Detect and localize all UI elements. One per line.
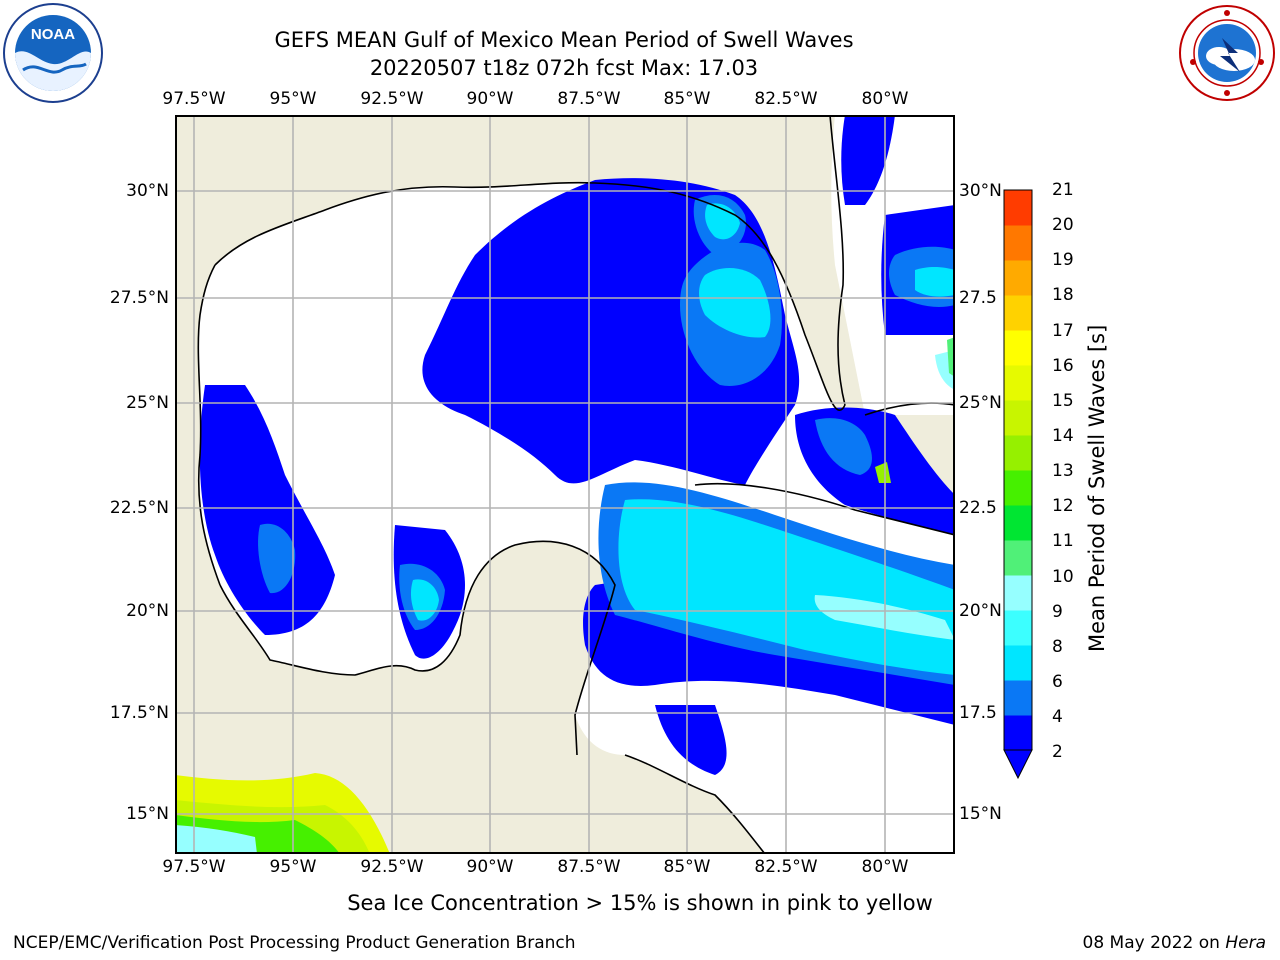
colorbar-segment xyxy=(1004,610,1032,646)
colorbar-tick: 15 xyxy=(1052,391,1074,411)
colorbar-tick: 8 xyxy=(1052,637,1063,657)
swell-6-8 xyxy=(699,268,771,338)
lat-tick-left: 22.5°N xyxy=(109,498,169,518)
colorbar-tick: 18 xyxy=(1052,285,1074,305)
colorbar-segment xyxy=(1004,260,1032,296)
chart-subtitle: 20220507 t18z 072h fcst Max: 17.03 xyxy=(369,56,759,80)
lat-tick-left: 27.5°N xyxy=(109,288,169,308)
colorbar-segment xyxy=(1004,715,1032,751)
lat-tick-right: 15°N xyxy=(959,804,1002,824)
swell-4-6-west xyxy=(258,523,296,594)
lat-tick-left: 30°N xyxy=(126,181,169,201)
colorbar-segment xyxy=(1004,540,1032,576)
colorbar-label: Mean Period of Swell Waves [s] xyxy=(1085,324,1109,652)
lat-tick-right: 22.5 xyxy=(959,498,997,518)
map-frame xyxy=(175,115,955,854)
colorbar-segment xyxy=(1004,470,1032,506)
swell-2-4 xyxy=(422,178,800,485)
lon-tick-top: 82.5°W xyxy=(754,89,818,109)
swell-2-4-honduras xyxy=(655,705,727,775)
footer-date-text: 08 May 2022 on xyxy=(1082,933,1226,953)
coastlines xyxy=(197,115,955,854)
colorbar-tick: 19 xyxy=(1052,250,1074,270)
lon-tick-top: 90°W xyxy=(466,89,514,109)
colorbar-tick: 17 xyxy=(1052,321,1074,341)
colorbar-tick: 9 xyxy=(1052,602,1063,622)
lon-tick-bottom: 95°W xyxy=(269,857,317,877)
swell-12-13 xyxy=(875,462,891,483)
swell-2-4-west xyxy=(199,385,335,635)
colorbar-frame xyxy=(1003,189,1033,751)
colorbar-tick: 4 xyxy=(1052,707,1063,727)
lon-tick-top: 85°W xyxy=(663,89,711,109)
colorbar-segment xyxy=(1004,505,1032,541)
lon-tick-bottom: 87.5°W xyxy=(557,857,621,877)
lon-tick-top: 87.5°W xyxy=(557,89,621,109)
lat-tick-left: 15°N xyxy=(126,804,169,824)
noaa-logo: NOAA xyxy=(3,3,103,103)
lon-tick-bottom: 80°W xyxy=(861,857,909,877)
lat-tick-right: 30°N xyxy=(959,181,1002,201)
colorbar-tick: 14 xyxy=(1052,426,1074,446)
colorbar-tick: 13 xyxy=(1052,461,1074,481)
colorbar-segment xyxy=(1004,680,1032,716)
colorbar-segment xyxy=(1004,365,1032,401)
lat-tick-right: 27.5 xyxy=(959,288,997,308)
sea-ice-note: Sea Ice Concentration > 15% is shown in … xyxy=(347,891,933,915)
swell-2-4-atlantic xyxy=(841,115,895,205)
lon-tick-bottom: 82.5°W xyxy=(754,857,818,877)
swell-4-6-strait xyxy=(815,418,872,475)
colorbar-tick: 6 xyxy=(1052,672,1063,692)
colorbar-segment xyxy=(1004,330,1032,366)
colorbar-segment xyxy=(1004,575,1032,611)
footer-date: 08 May 2022 on Hera xyxy=(1083,933,1267,953)
footer-credit: NCEP/EMC/Verification Post Processing Pr… xyxy=(13,933,576,953)
pacific-swell-9 xyxy=(175,825,257,854)
colorbar-segment xyxy=(1004,295,1032,331)
lat-tick-right: 20°N xyxy=(959,601,1002,621)
colorbar-tick: 16 xyxy=(1052,356,1074,376)
lon-tick-bottom: 92.5°W xyxy=(360,857,424,877)
colorbar-tick: 11 xyxy=(1052,531,1074,551)
colorbar-segment xyxy=(1004,400,1032,436)
colorbar-tick: 20 xyxy=(1052,215,1074,235)
colorbar-segment xyxy=(1004,435,1032,471)
lat-tick-right: 17.5 xyxy=(959,703,997,723)
nws-logo xyxy=(1179,5,1275,101)
colorbar-tick: 2 xyxy=(1052,742,1063,762)
lat-tick-left: 17.5°N xyxy=(109,703,169,723)
chart-title: GEFS MEAN Gulf of Mexico Mean Period of … xyxy=(274,28,854,52)
lat-tick-right: 25°N xyxy=(959,393,1002,413)
colorbar-segment xyxy=(1004,225,1032,261)
colorbar-segment xyxy=(1004,190,1032,226)
footer-machine: Hera xyxy=(1225,933,1266,953)
lon-tick-bottom: 85°W xyxy=(663,857,711,877)
colorbar-tick: 21 xyxy=(1052,180,1074,200)
colorbar-tick: 10 xyxy=(1052,567,1074,587)
lat-tick-left: 20°N xyxy=(126,601,169,621)
map-plot xyxy=(175,115,955,854)
swell-6-8-atlantic xyxy=(915,266,955,297)
colorbar xyxy=(1003,189,1033,780)
lat-tick-left: 25°N xyxy=(126,393,169,413)
lon-tick-top: 80°W xyxy=(861,89,909,109)
lon-tick-bottom: 90°W xyxy=(466,857,514,877)
lon-tick-top: 92.5°W xyxy=(360,89,424,109)
lon-tick-bottom: 97.5°W xyxy=(162,857,226,877)
colorbar-tick: 12 xyxy=(1052,496,1074,516)
colorbar-segment xyxy=(1004,645,1032,681)
lon-tick-top: 95°W xyxy=(269,89,317,109)
gridlines xyxy=(175,115,955,854)
lon-tick-top: 97.5°W xyxy=(162,89,226,109)
noaa-logo-text: NOAA xyxy=(31,26,75,43)
colorbar-extend-min xyxy=(1003,749,1033,780)
